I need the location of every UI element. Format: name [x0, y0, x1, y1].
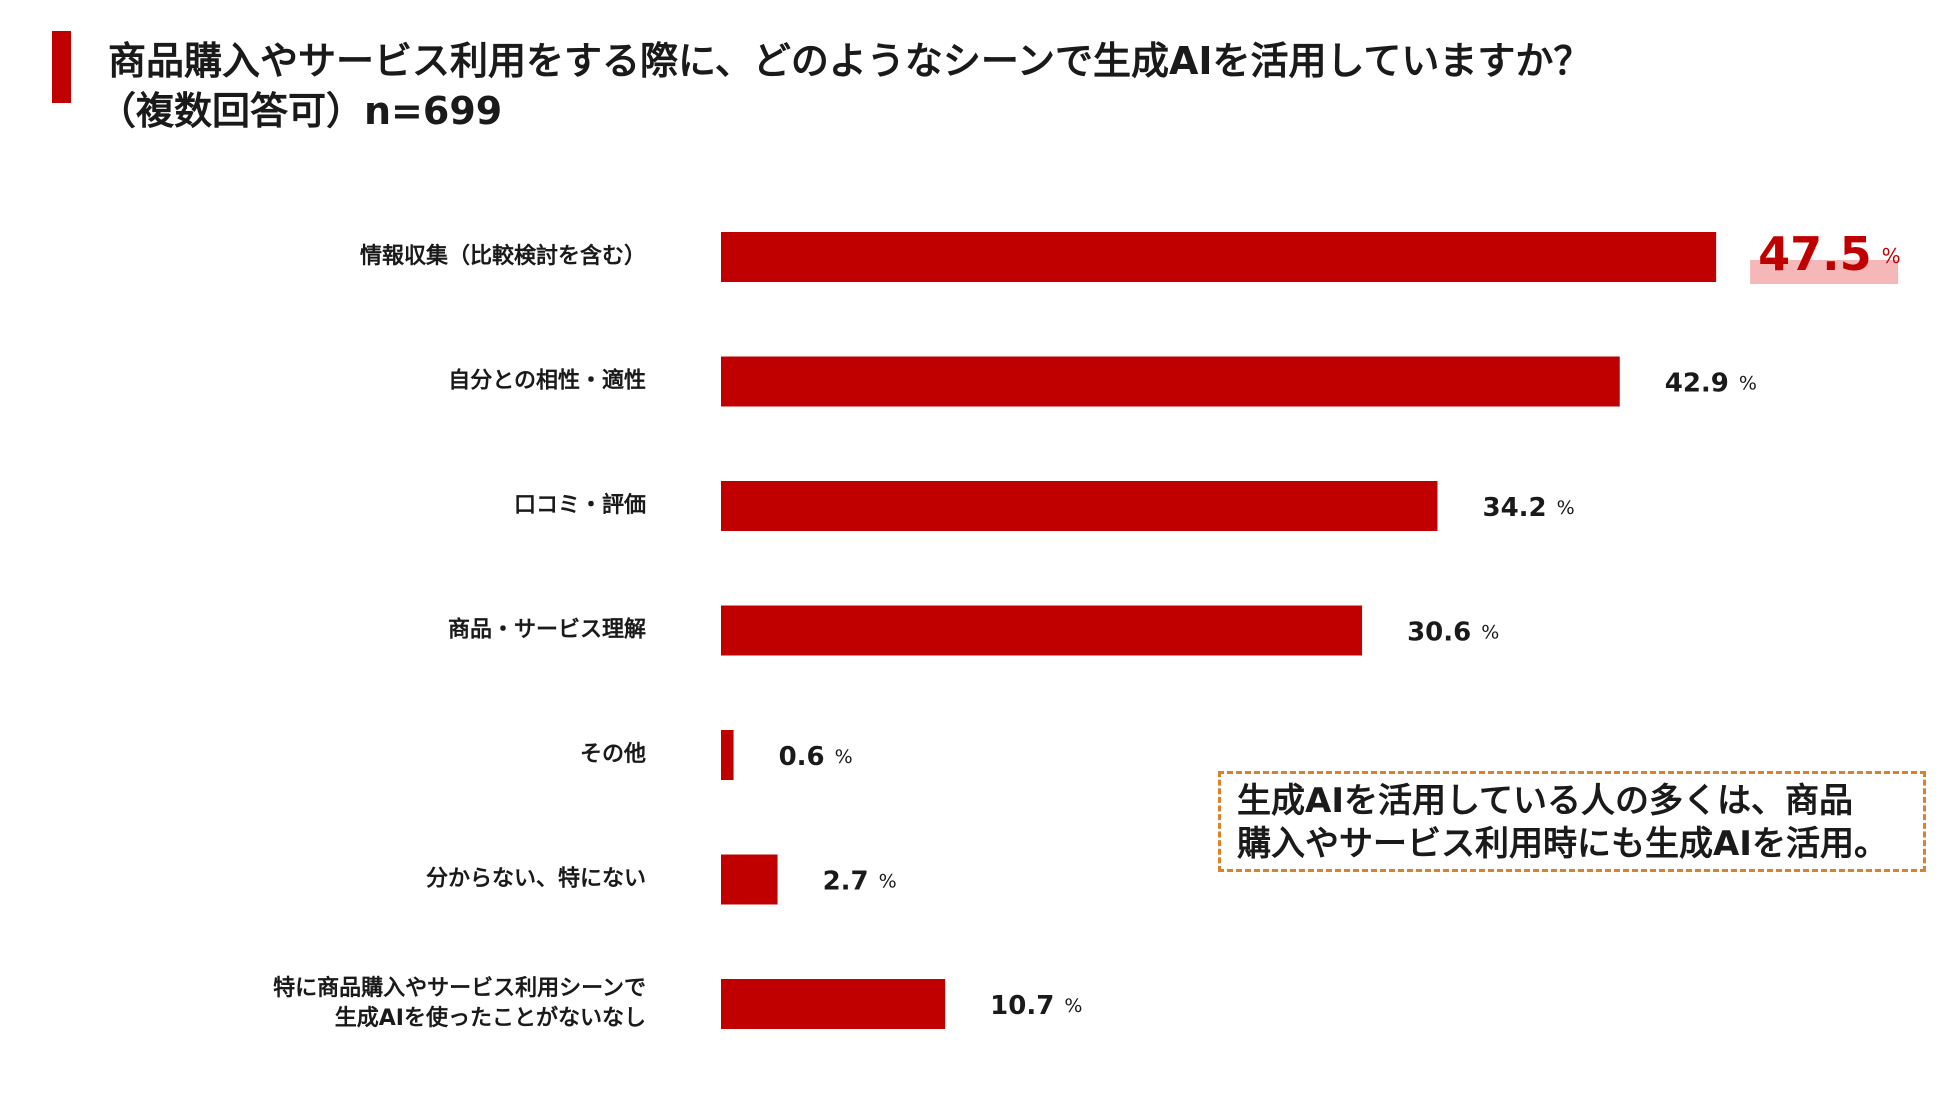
chart-title: 商品購入やサービス利用をする際に、どのようなシーンで生成AIを活用していますか？… [98, 36, 1592, 136]
bar [721, 730, 734, 780]
value-unit: % [1064, 995, 1082, 1017]
title-accent-bar [52, 31, 71, 103]
highlight-value-number: 47.5 [1758, 227, 1872, 281]
value-label: 42.9% [1665, 368, 1757, 398]
value-label: 10.7% [990, 991, 1082, 1021]
value-label: 30.6% [1407, 617, 1499, 647]
callout-line1: 生成AIを活用している人の多くは、商品 [1237, 781, 1853, 821]
category-label-line: 情報収集（比較検討を含む） [360, 243, 646, 269]
value-number: 34.2 [1482, 493, 1546, 523]
category-label: 自分との相性・適性 [448, 368, 646, 394]
value-number: 0.6 [779, 742, 825, 772]
callout-line2: 購入やサービス利用時にも生成AIを活用。 [1237, 824, 1888, 864]
highlight-value-background [1750, 260, 1899, 284]
category-label: 商品・サービス理解 [448, 617, 646, 643]
value-number: 30.6 [1407, 617, 1471, 647]
value-number: 10.7 [990, 991, 1054, 1021]
value-label: 34.2% [1482, 493, 1574, 523]
bar [721, 979, 946, 1029]
category-label-line: 分からない、特にない [426, 866, 646, 892]
category-label-line: 商品・サービス理解 [448, 617, 646, 643]
category-label-line: 自分との相性・適性 [448, 368, 646, 394]
category-label-line: その他 [580, 742, 646, 767]
value-label: 2.7% [823, 866, 897, 896]
value-unit: % [1557, 497, 1575, 519]
category-label-line: 生成AIを使ったことがないなし [335, 1005, 646, 1031]
value-number: 42.9 [1665, 368, 1729, 398]
bar [721, 481, 1438, 531]
bar [721, 356, 1620, 407]
bar [721, 605, 1363, 656]
chart-title-line1: 商品購入やサービス利用をする際に、どのようなシーンで生成AIを活用していますか？ [108, 39, 1592, 83]
value-unit: % [1481, 621, 1499, 643]
summary-callout: 生成AIを活用している人の多くは、商品 購入やサービス利用時にも生成AIを活用。 [1218, 771, 1926, 872]
category-label: その他 [580, 742, 646, 767]
highlight-value-label: 47.5% [1758, 227, 1901, 281]
value-unit: % [835, 746, 853, 768]
bar [721, 854, 778, 905]
value-unit: % [1739, 372, 1757, 394]
category-label: 特に商品購入やサービス利用シーンで生成AIを使ったことがないなし [273, 975, 646, 1031]
category-label: 分からない、特にない [426, 866, 646, 892]
value-unit: % [879, 870, 897, 892]
value-label: 0.6% [779, 742, 853, 772]
category-label-line: 特に商品購入やサービス利用シーンで [273, 975, 646, 1001]
category-label: 口コミ・評価 [514, 492, 646, 518]
chart-title-line2: （複数回答可）n=699 [98, 89, 503, 133]
highlight-value-unit: % [1882, 244, 1901, 268]
value-number: 2.7 [823, 866, 869, 896]
category-label-line: 口コミ・評価 [514, 492, 646, 518]
category-label: 情報収集（比較検討を含む） [360, 243, 646, 269]
bar [721, 232, 1717, 282]
